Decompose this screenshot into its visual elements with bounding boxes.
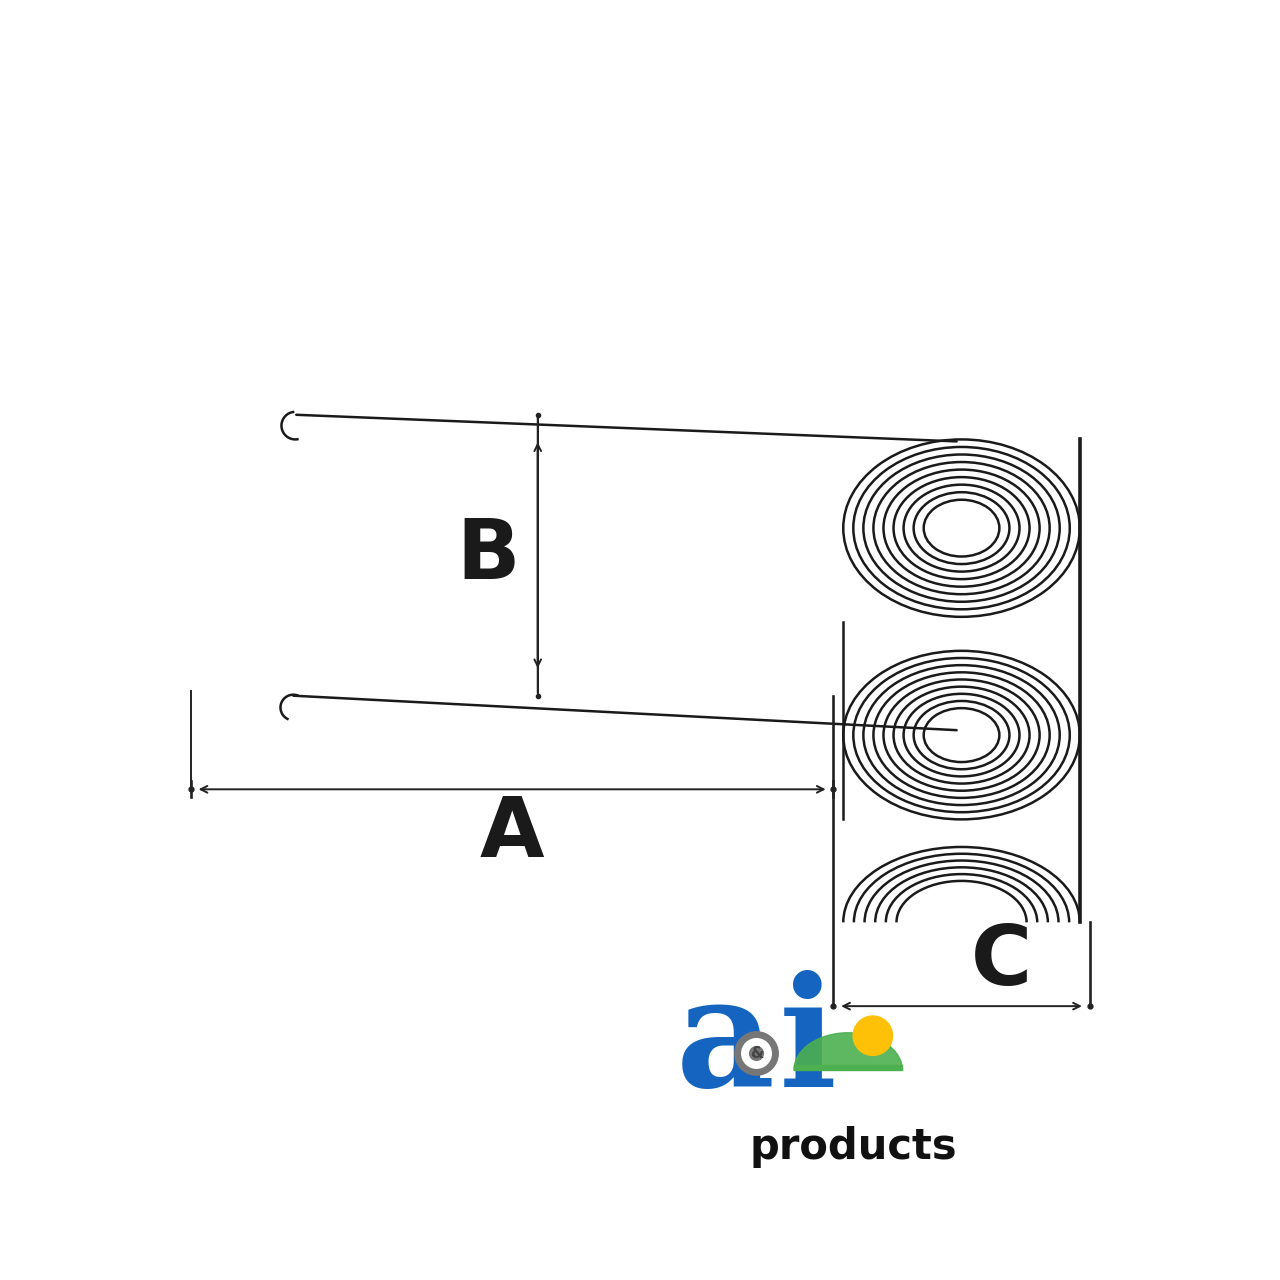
Text: &: & <box>750 1046 763 1061</box>
Text: B: B <box>457 515 520 595</box>
Circle shape <box>854 1016 892 1056</box>
Circle shape <box>735 1032 778 1075</box>
Circle shape <box>741 1038 772 1069</box>
Circle shape <box>750 1047 763 1060</box>
Text: C: C <box>970 922 1032 1002</box>
Text: products: products <box>750 1126 957 1169</box>
Text: i: i <box>780 970 837 1120</box>
Polygon shape <box>794 1065 902 1070</box>
Text: a: a <box>676 970 774 1120</box>
Polygon shape <box>794 1033 902 1070</box>
Text: A: A <box>480 794 544 874</box>
